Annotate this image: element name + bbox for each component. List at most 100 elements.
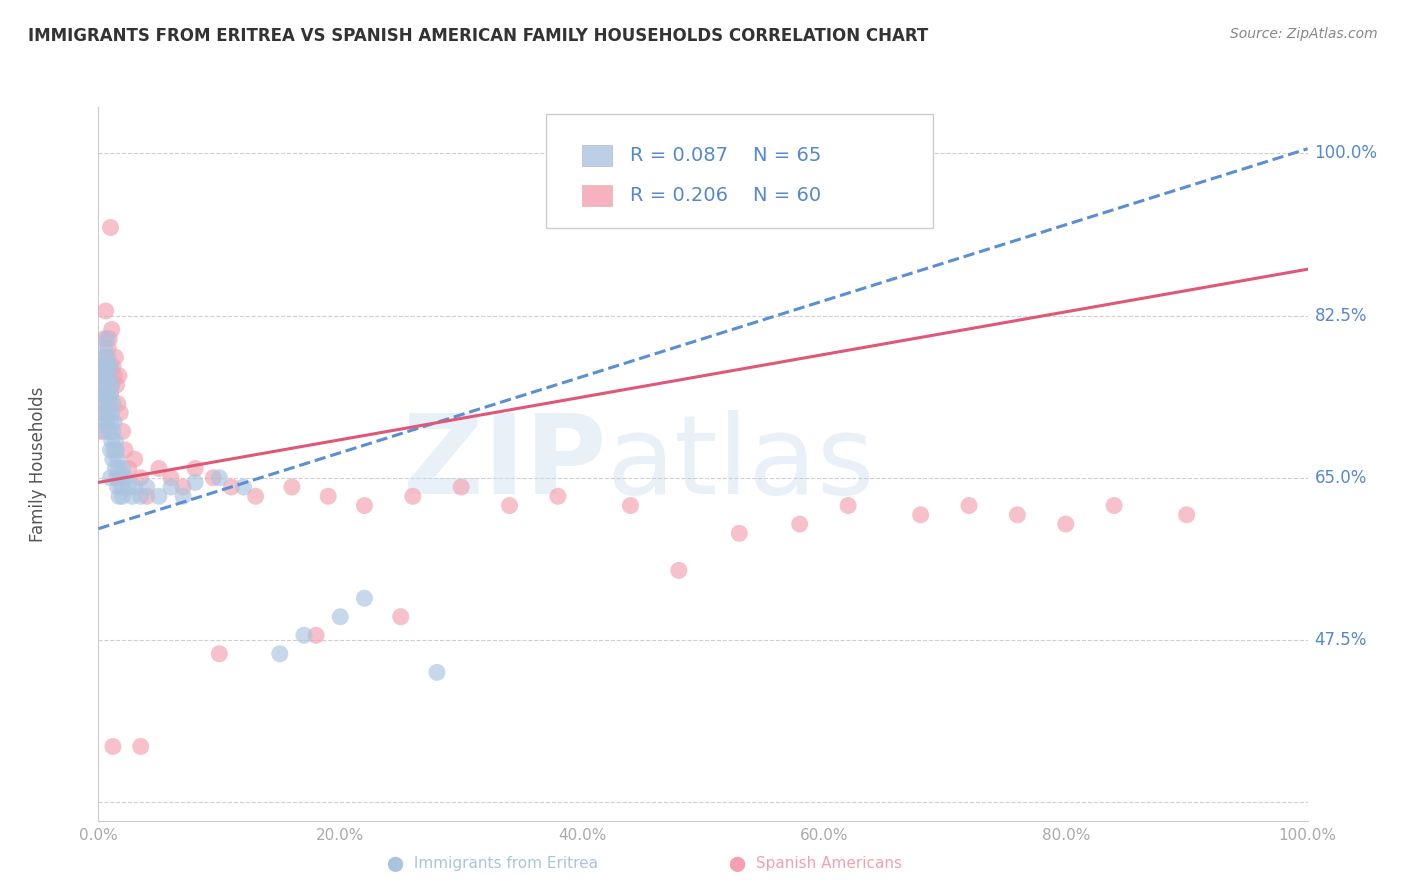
Point	[100, 378, 122, 392]
Text: R = 0.087    N = 65: R = 0.087 N = 65	[630, 146, 823, 165]
Text: ZIP: ZIP	[404, 410, 606, 517]
Text: 100.0%: 100.0%	[1315, 145, 1378, 162]
Text: 82.5%: 82.5%	[1315, 307, 1367, 325]
Point	[94, 304, 117, 318]
Point	[728, 526, 751, 541]
Point	[668, 563, 690, 577]
Point	[91, 359, 114, 374]
Point	[105, 378, 128, 392]
Point	[221, 480, 243, 494]
Point	[129, 739, 152, 754]
Point	[91, 378, 114, 392]
Point	[148, 461, 170, 475]
Point	[97, 368, 120, 383]
Point	[91, 406, 114, 420]
Point	[105, 471, 128, 485]
Point	[100, 406, 122, 420]
Point	[98, 359, 121, 374]
Point	[100, 220, 122, 235]
Point	[100, 378, 122, 392]
Point	[93, 396, 115, 410]
Text: ⬤  Immigrants from Eritrea: ⬤ Immigrants from Eritrea	[387, 856, 598, 872]
Bar	[582, 145, 613, 166]
Point	[103, 368, 125, 383]
Point	[789, 517, 811, 532]
Point	[104, 434, 127, 448]
Point	[96, 415, 118, 429]
Point	[100, 322, 122, 336]
Point	[93, 341, 115, 355]
Point	[101, 739, 124, 754]
Point	[94, 351, 117, 365]
Point	[97, 378, 120, 392]
Point	[101, 359, 124, 374]
Text: 47.5%: 47.5%	[1315, 631, 1367, 648]
Point	[135, 489, 157, 503]
Point	[91, 406, 114, 420]
Point	[97, 341, 120, 355]
Point	[292, 628, 315, 642]
Point	[110, 480, 132, 494]
Point	[329, 609, 352, 624]
Point	[101, 425, 124, 439]
Point	[353, 499, 375, 513]
Text: 65.0%: 65.0%	[1315, 468, 1367, 487]
Point	[100, 442, 122, 457]
Point	[208, 647, 231, 661]
Point	[93, 368, 115, 383]
Point	[135, 480, 157, 494]
Point	[389, 609, 412, 624]
Point	[1175, 508, 1198, 522]
Point	[957, 499, 980, 513]
Point	[402, 489, 425, 503]
Point	[111, 489, 134, 503]
Text: atlas: atlas	[606, 410, 875, 517]
Point	[316, 489, 339, 503]
Point	[96, 396, 118, 410]
Point	[93, 425, 115, 439]
Point	[172, 480, 194, 494]
Point	[124, 480, 146, 494]
Text: IMMIGRANTS FROM ERITREA VS SPANISH AMERICAN FAMILY HOUSEHOLDS CORRELATION CHART: IMMIGRANTS FROM ERITREA VS SPANISH AMERI…	[28, 27, 928, 45]
Point	[837, 499, 859, 513]
Point	[1054, 517, 1077, 532]
Point	[184, 461, 207, 475]
Point	[269, 647, 291, 661]
Point	[111, 461, 134, 475]
Point	[96, 387, 118, 401]
Point	[114, 442, 136, 457]
Point	[100, 387, 122, 401]
Point	[108, 461, 131, 475]
Point	[107, 480, 129, 494]
Point	[105, 442, 128, 457]
Point	[245, 489, 267, 503]
Point	[619, 499, 641, 513]
Point	[547, 489, 569, 503]
Point	[208, 471, 231, 485]
Point	[160, 471, 183, 485]
Point	[450, 480, 472, 494]
Point	[91, 378, 114, 392]
Point	[97, 406, 120, 420]
Point	[103, 415, 125, 429]
Point	[108, 489, 131, 503]
Point	[94, 359, 117, 374]
Point	[103, 442, 125, 457]
Point	[172, 489, 194, 503]
Point	[101, 452, 124, 467]
Point	[91, 387, 114, 401]
Point	[160, 480, 183, 494]
Point	[114, 471, 136, 485]
Point	[118, 461, 141, 475]
Point	[426, 665, 449, 680]
Point	[111, 425, 134, 439]
Text: ⬤  Spanish Americans: ⬤ Spanish Americans	[728, 856, 903, 872]
Text: Source: ZipAtlas.com: Source: ZipAtlas.com	[1230, 27, 1378, 41]
Point	[232, 480, 254, 494]
Point	[1007, 508, 1029, 522]
Point	[910, 508, 932, 522]
Point	[90, 368, 112, 383]
Point	[98, 368, 121, 383]
Point	[202, 471, 225, 485]
Point	[104, 461, 127, 475]
